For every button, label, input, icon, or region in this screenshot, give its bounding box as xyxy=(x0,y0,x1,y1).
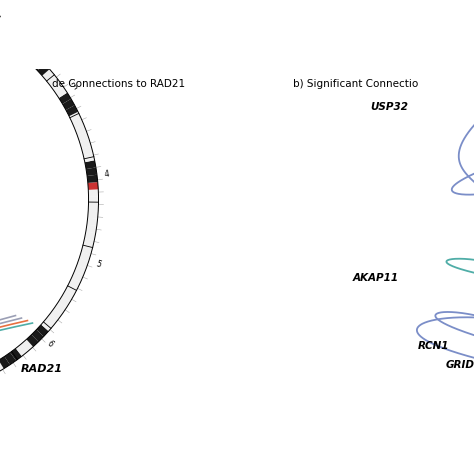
Polygon shape xyxy=(36,325,49,337)
Polygon shape xyxy=(83,153,95,162)
Polygon shape xyxy=(62,291,74,301)
Polygon shape xyxy=(58,296,70,308)
Polygon shape xyxy=(85,160,96,169)
Polygon shape xyxy=(86,167,97,176)
Polygon shape xyxy=(68,278,81,289)
Polygon shape xyxy=(66,105,78,116)
Polygon shape xyxy=(16,344,27,356)
Polygon shape xyxy=(46,75,59,87)
Polygon shape xyxy=(0,356,10,369)
Polygon shape xyxy=(86,225,97,233)
Polygon shape xyxy=(79,252,91,262)
Polygon shape xyxy=(82,146,93,155)
Polygon shape xyxy=(46,314,58,326)
Text: de Connections to RAD21: de Connections to RAD21 xyxy=(52,79,185,89)
Polygon shape xyxy=(0,360,4,373)
Polygon shape xyxy=(54,302,66,314)
Polygon shape xyxy=(42,69,55,81)
Polygon shape xyxy=(72,118,84,129)
Polygon shape xyxy=(80,139,91,149)
Text: 4: 4 xyxy=(104,169,110,179)
Polygon shape xyxy=(87,175,98,183)
Text: GRID1: GRID1 xyxy=(445,360,474,370)
Polygon shape xyxy=(84,231,96,240)
Text: 2: 2 xyxy=(0,11,3,20)
Polygon shape xyxy=(88,189,99,197)
Polygon shape xyxy=(65,284,77,295)
Polygon shape xyxy=(63,99,75,110)
Polygon shape xyxy=(81,245,92,255)
Polygon shape xyxy=(72,272,83,282)
Polygon shape xyxy=(33,58,45,71)
Polygon shape xyxy=(17,44,29,56)
Polygon shape xyxy=(27,335,38,347)
Polygon shape xyxy=(69,112,81,122)
Polygon shape xyxy=(27,54,39,65)
Polygon shape xyxy=(89,197,99,204)
Polygon shape xyxy=(75,125,87,136)
Polygon shape xyxy=(0,27,5,40)
Polygon shape xyxy=(50,308,62,320)
Text: 3: 3 xyxy=(71,81,80,91)
Polygon shape xyxy=(88,182,98,190)
Polygon shape xyxy=(77,258,89,269)
Polygon shape xyxy=(83,238,94,247)
Polygon shape xyxy=(41,319,54,331)
Text: b) Significant Connectio: b) Significant Connectio xyxy=(293,79,418,89)
Polygon shape xyxy=(77,132,89,142)
Polygon shape xyxy=(87,218,98,226)
Polygon shape xyxy=(21,339,33,352)
Polygon shape xyxy=(11,39,23,52)
Polygon shape xyxy=(0,1,99,398)
Text: 5: 5 xyxy=(95,259,102,269)
Polygon shape xyxy=(88,211,98,219)
Polygon shape xyxy=(6,35,17,47)
Polygon shape xyxy=(55,86,67,98)
Polygon shape xyxy=(74,265,86,275)
Polygon shape xyxy=(10,348,22,361)
Polygon shape xyxy=(22,48,34,61)
Polygon shape xyxy=(51,81,63,92)
Polygon shape xyxy=(32,329,44,342)
Polygon shape xyxy=(37,64,50,76)
Polygon shape xyxy=(59,92,71,104)
Text: RCN1: RCN1 xyxy=(418,341,449,351)
Polygon shape xyxy=(88,204,99,211)
Text: USP32: USP32 xyxy=(371,102,409,112)
Text: 6: 6 xyxy=(45,339,55,349)
Polygon shape xyxy=(0,31,11,44)
Polygon shape xyxy=(4,353,16,365)
Text: AKAP11: AKAP11 xyxy=(353,273,399,283)
Text: RAD21: RAD21 xyxy=(21,364,63,374)
